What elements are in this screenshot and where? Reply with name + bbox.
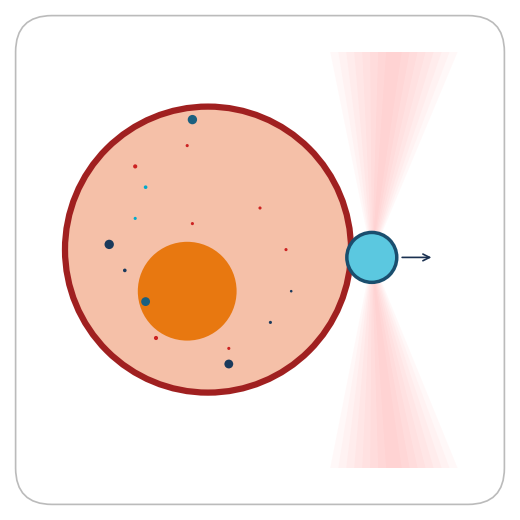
Circle shape — [347, 232, 397, 282]
Circle shape — [123, 268, 127, 272]
Polygon shape — [338, 52, 450, 257]
Polygon shape — [330, 52, 458, 257]
Circle shape — [105, 240, 114, 249]
Polygon shape — [338, 257, 450, 468]
Polygon shape — [362, 257, 426, 468]
Polygon shape — [372, 52, 410, 257]
Polygon shape — [370, 52, 418, 257]
Polygon shape — [346, 52, 441, 257]
Polygon shape — [330, 257, 458, 468]
Circle shape — [134, 217, 137, 220]
Circle shape — [227, 347, 230, 350]
Circle shape — [258, 206, 262, 210]
FancyBboxPatch shape — [16, 16, 504, 504]
Polygon shape — [346, 257, 441, 468]
Circle shape — [186, 144, 189, 147]
Polygon shape — [372, 257, 402, 468]
Circle shape — [154, 336, 158, 340]
Circle shape — [269, 321, 272, 324]
Polygon shape — [372, 52, 402, 257]
Polygon shape — [354, 52, 434, 257]
Circle shape — [290, 290, 293, 293]
Circle shape — [133, 164, 137, 168]
Circle shape — [138, 242, 237, 341]
Circle shape — [284, 248, 288, 251]
Polygon shape — [370, 257, 418, 468]
Polygon shape — [372, 257, 410, 468]
Circle shape — [144, 186, 148, 189]
Polygon shape — [362, 52, 426, 257]
Circle shape — [191, 222, 194, 225]
Circle shape — [141, 297, 150, 306]
Polygon shape — [354, 257, 434, 468]
Circle shape — [188, 115, 197, 124]
Circle shape — [225, 360, 233, 368]
Circle shape — [65, 107, 351, 393]
